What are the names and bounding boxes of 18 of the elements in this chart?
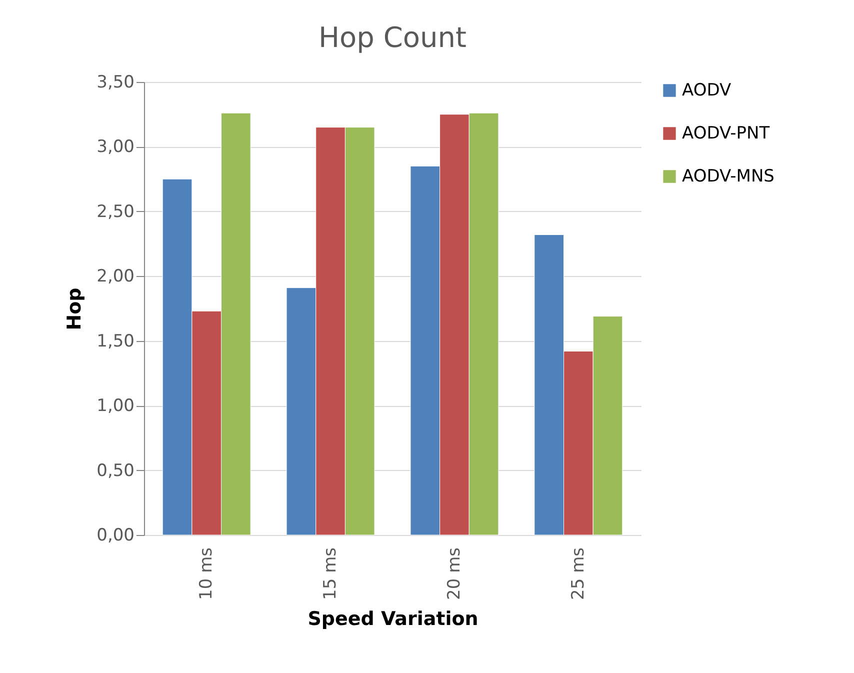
y-tick-label: 0,50	[96, 460, 134, 481]
legend-label: AODV-PNT	[682, 124, 770, 144]
y-tick-label: 2,50	[96, 202, 134, 222]
x-tick-label: 25 ms	[568, 547, 588, 600]
legend-label: AODV-MNS	[682, 166, 774, 186]
chart-title: Hop Count	[318, 21, 467, 54]
y-tick-label: 3,50	[96, 72, 134, 92]
y-tick-label: 0,00	[96, 526, 134, 546]
x-tick-label: 10 ms	[196, 547, 217, 600]
x-tick-label: 20 ms	[444, 547, 464, 600]
legend-label: AODV	[682, 80, 732, 100]
y-axis-title: Hop	[64, 288, 86, 330]
y-tick-label: 2,00	[96, 266, 134, 287]
x-axis-title: Speed Variation	[308, 608, 478, 630]
x-tick-label: 15 ms	[320, 547, 341, 600]
y-tick-label: 3,00	[96, 137, 134, 158]
y-tick-label: 1,50	[96, 331, 134, 352]
y-tick-label: 1,00	[96, 396, 134, 416]
